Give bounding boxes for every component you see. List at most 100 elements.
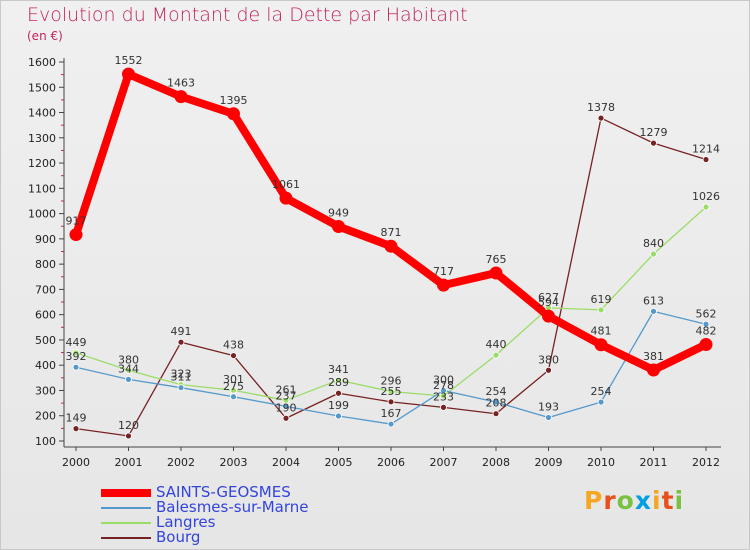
data-label: 491 [171,325,192,338]
data-point [282,414,290,422]
data-label: 341 [328,363,349,376]
data-point [650,139,657,147]
data-label: 1552 [115,54,143,67]
data-point [492,398,500,406]
y-tick-label: 400 [35,359,56,372]
data-label: 278 [433,379,454,392]
y-tick-label: 700 [35,283,56,296]
y-tick-label: 200 [35,410,56,423]
data-point [699,337,713,351]
data-label: 149 [66,412,87,425]
data-label: 392 [66,350,87,363]
data-point [702,156,710,163]
data-label: 1214 [692,143,720,156]
data-label: 289 [328,376,349,389]
x-tick-label: 2011 [640,456,668,469]
data-label: 199 [328,399,349,412]
legend-label: SAINTS-GEOSMES [156,483,291,501]
legend-swatch [101,521,151,524]
data-label: 380 [538,353,559,366]
logo-letter: r [603,486,617,515]
data-point [702,320,710,328]
y-tick-label: 800 [35,258,56,271]
data-label: 440 [486,338,507,351]
x-tick-label: 2009 [535,456,563,469]
data-point [440,387,447,394]
x-tick-label: 2012 [692,456,720,469]
data-label: 296 [381,374,402,387]
data-label: 208 [486,397,507,410]
data-label: 627 [538,291,559,304]
y-tick-label: 1400 [28,107,56,120]
data-label: 381 [643,350,664,363]
x-tick-label: 2006 [377,456,405,469]
data-label: 344 [118,362,139,375]
data-label: 311 [171,371,192,384]
data-label: 380 [118,353,139,366]
data-label: 840 [643,237,664,250]
y-tick-label: 1000 [28,208,56,221]
legend-label: Langres [156,513,216,531]
data-label: 482 [696,324,717,337]
legend-swatch [101,536,151,539]
data-point [597,398,605,406]
y-tick-label: 100 [35,435,56,448]
data-label: 949 [328,206,349,219]
data-label: 254 [591,385,612,398]
logo-letter: i [674,486,685,515]
data-label: 1061 [272,178,300,191]
data-label: 261 [276,383,297,396]
data-point [545,414,552,421]
data-point [335,412,342,420]
data-label: 167 [381,407,402,420]
data-label: 619 [591,293,612,306]
data-point [69,228,83,242]
legend-swatch [101,506,151,509]
legend-label: Bourg [156,528,201,546]
data-point [335,389,342,397]
data-label: 323 [171,368,192,381]
data-point [489,266,503,280]
data-point [282,402,290,410]
data-point [230,386,237,394]
data-point [594,338,608,352]
x-tick-label: 2003 [220,456,248,469]
data-point [332,219,345,233]
x-tick-label: 2005 [325,456,353,469]
data-point [437,278,450,292]
x-tick-label: 2000 [62,456,90,469]
data-point [335,376,342,384]
data-label: 300 [433,373,454,386]
y-tick-label: 1200 [28,157,56,170]
data-point [125,366,132,374]
data-point [230,393,237,401]
data-point [597,114,605,122]
data-label: 449 [66,336,87,349]
chart-title: Evolution du Montant de la Dette par Hab… [27,4,468,26]
y-tick-label: 500 [35,334,56,347]
legend-swatch [101,488,151,497]
data-point [545,366,552,374]
y-tick-label: 1500 [28,81,56,94]
data-label: 1378 [587,101,615,114]
y-tick-label: 300 [35,384,56,397]
data-point [492,351,500,359]
data-point [440,403,447,411]
data-label: 255 [381,385,402,398]
logo-letter: t [661,486,675,515]
data-point [227,107,240,121]
data-point [72,349,80,357]
data-point [387,420,395,428]
data-point [650,250,657,258]
data-label: 301 [223,373,244,386]
data-label: 1463 [167,77,195,90]
x-tick-label: 2007 [430,456,458,469]
data-label: 1279 [640,126,668,139]
data-point [387,388,395,395]
data-point [597,306,605,314]
data-label: 594 [538,296,559,309]
data-point [125,375,132,383]
data-point [650,307,657,315]
